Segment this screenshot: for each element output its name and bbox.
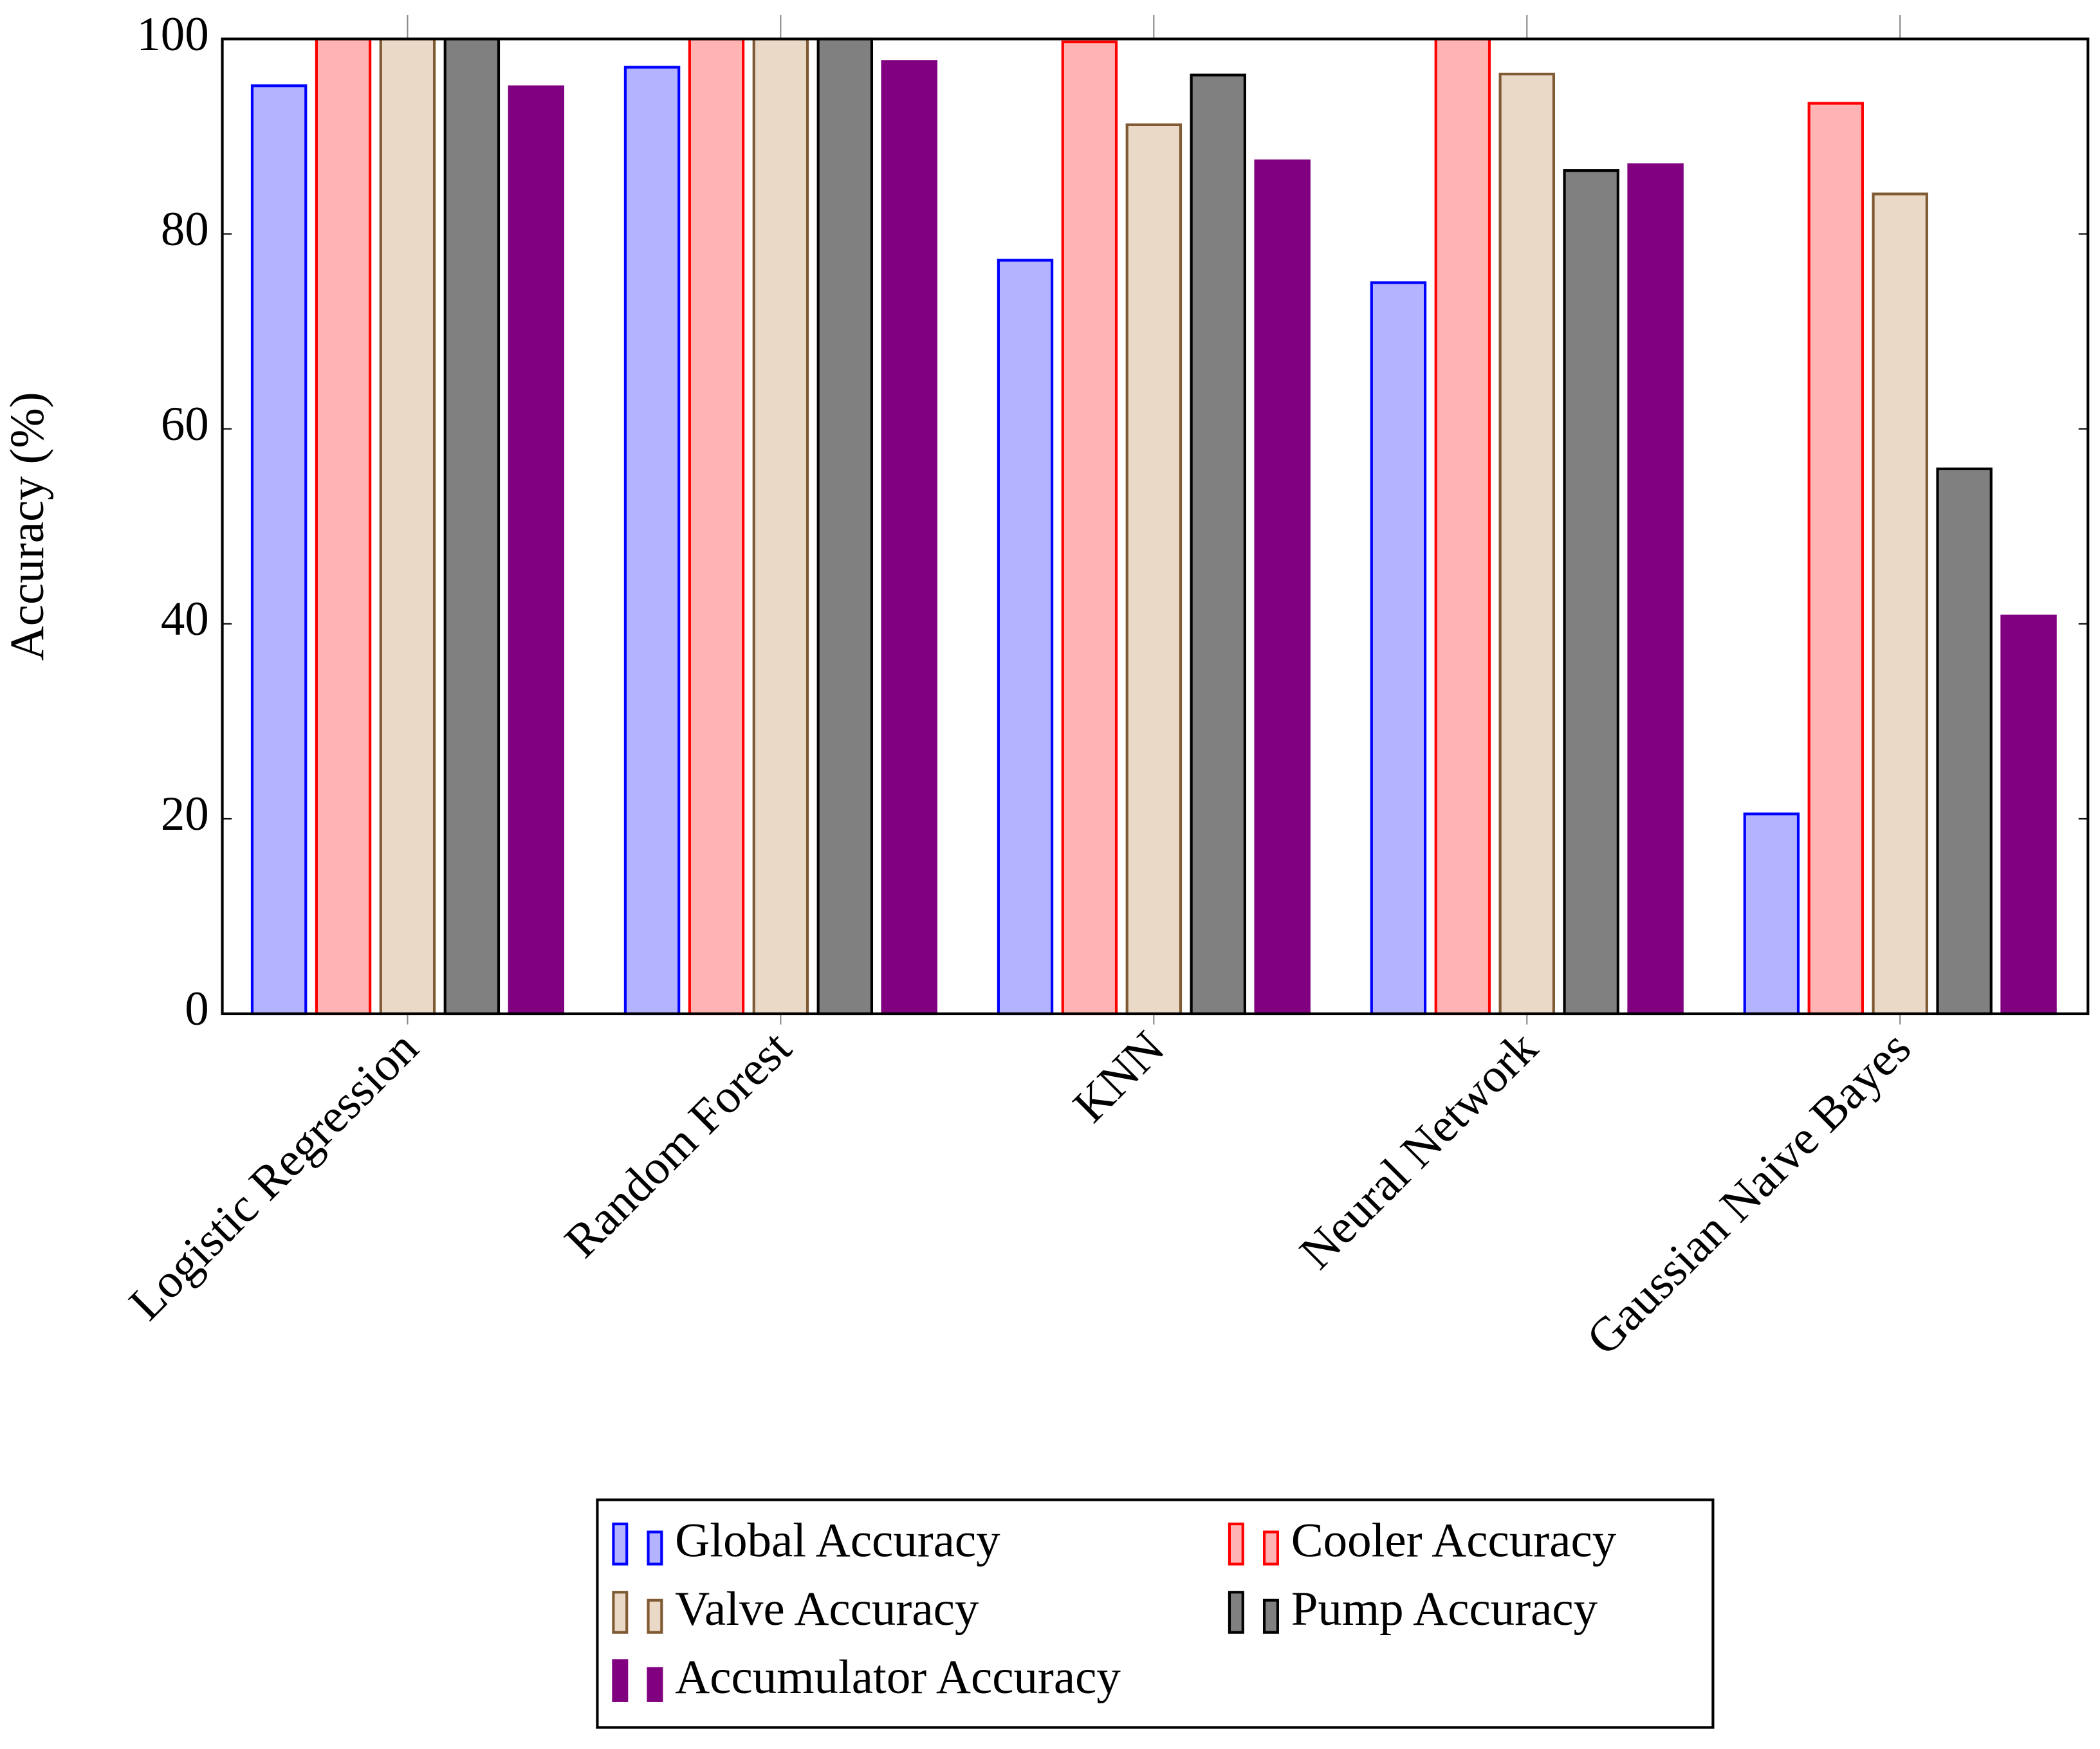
x-tick-label: Gaussian Naive Bayes bbox=[1576, 1021, 1920, 1365]
y-tick-label: 80 bbox=[161, 203, 209, 256]
y-tick-label: 0 bbox=[185, 982, 208, 1036]
bar bbox=[1807, 102, 1865, 1016]
bar bbox=[1125, 123, 1183, 1016]
bar bbox=[1190, 73, 1246, 1016]
legend-swatch bbox=[1262, 1530, 1279, 1566]
legend-swatch bbox=[1262, 1598, 1279, 1634]
bar bbox=[623, 66, 681, 1016]
bar bbox=[881, 60, 937, 1016]
bar bbox=[1936, 467, 1993, 1016]
legend-box bbox=[596, 1498, 1715, 1729]
y-axis-label: Accuracy (%) bbox=[1, 392, 54, 661]
legend-label: Pump Accuracy bbox=[1291, 1582, 1598, 1636]
bar bbox=[379, 37, 436, 1016]
bar bbox=[1254, 159, 1311, 1016]
bar bbox=[1498, 73, 1555, 1016]
legend-label: Cooler Accuracy bbox=[1291, 1514, 1617, 1568]
y-tick-label: 40 bbox=[161, 592, 209, 646]
bar bbox=[2000, 614, 2057, 1016]
legend-swatch bbox=[612, 1591, 629, 1634]
bar bbox=[688, 37, 745, 1016]
bar bbox=[1434, 37, 1491, 1016]
legend-swatch bbox=[612, 1523, 629, 1566]
x-tick-label: Logistic Regression bbox=[119, 1021, 428, 1330]
legend-swatch bbox=[647, 1530, 663, 1566]
bar bbox=[1061, 41, 1118, 1016]
x-tick-label: KNN bbox=[1063, 1021, 1174, 1132]
legend-label: Valve Accuracy bbox=[675, 1582, 979, 1636]
bar bbox=[752, 37, 809, 1016]
legend-swatch bbox=[612, 1659, 629, 1702]
bar bbox=[508, 85, 564, 1016]
legend-label: Accumulator Accuracy bbox=[675, 1651, 1121, 1704]
bar bbox=[1743, 812, 1800, 1016]
bar bbox=[250, 84, 308, 1016]
bar bbox=[1370, 281, 1427, 1016]
x-tick-label: Random Forest bbox=[555, 1021, 802, 1268]
y-tick-label: 60 bbox=[161, 398, 209, 451]
y-tick-label: 20 bbox=[161, 787, 209, 841]
legend-swatch bbox=[647, 1598, 663, 1634]
legend-swatch bbox=[1228, 1523, 1244, 1566]
bar bbox=[816, 37, 874, 1016]
bar bbox=[1872, 192, 1928, 1016]
bar bbox=[443, 37, 501, 1016]
bar bbox=[1627, 163, 1684, 1016]
y-tick-label: 100 bbox=[136, 8, 208, 61]
x-tick-label: Neural Network bbox=[1289, 1021, 1548, 1279]
bar bbox=[997, 259, 1054, 1016]
legend-label: Global Accuracy bbox=[675, 1514, 1000, 1568]
legend-swatch bbox=[1228, 1591, 1244, 1634]
legend-swatch bbox=[647, 1667, 663, 1702]
bar bbox=[315, 37, 372, 1016]
plot-frame bbox=[221, 37, 2090, 1016]
bar bbox=[1563, 169, 1619, 1016]
